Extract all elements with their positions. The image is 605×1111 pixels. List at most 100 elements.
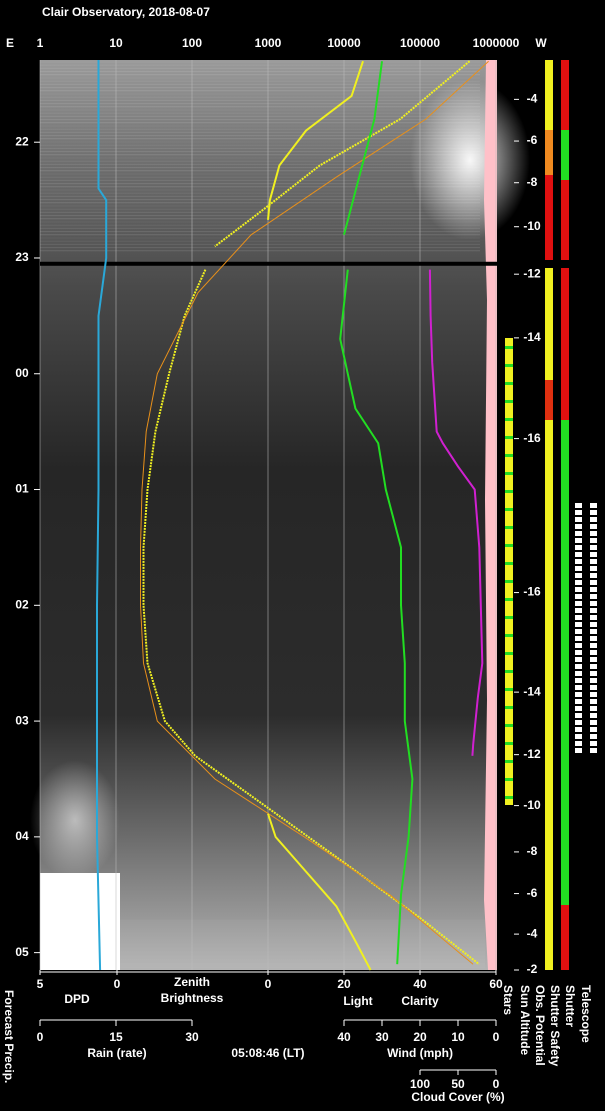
telescope-dash [590,601,597,606]
telescope-dash [590,643,597,648]
telescope-dash [590,524,597,529]
telescope-dash [590,510,597,515]
x-tick-label: 60 [489,977,503,991]
shutter-dash [575,706,582,711]
x-tick-label: 50 [451,1077,465,1091]
telescope-dash [590,538,597,543]
telescope-dash [590,573,597,578]
stars-gap [505,508,513,511]
sun-altitude-label: -14 [523,330,541,344]
stars-gap [505,688,513,691]
stars-gap [505,562,513,565]
x-tick-label: 100 [182,36,202,50]
status-label: Stars [501,985,515,1015]
shutter-dash [575,531,582,536]
stars-gap [505,778,513,781]
x-tick-label: 0 [493,1077,500,1091]
telescope-dash [590,566,597,571]
data-break [40,261,497,266]
sun-altitude-label: -12 [523,747,541,761]
y-tick-label: 02 [15,597,29,611]
x-tick-label: 100 [410,1077,430,1091]
series-label: Cloud Cover (%) [411,1090,504,1104]
shutter-dash [575,629,582,634]
sun-altitude-label: -8 [527,844,538,858]
telescope-dash [590,664,597,669]
shutter-dash [575,566,582,571]
stars-gap [505,598,513,601]
west-label: W [535,36,547,50]
shutter-dash [575,671,582,676]
telescope-dash [590,727,597,732]
status-label: Sun Altitude [518,985,532,1056]
obs-potential [545,268,553,380]
sun-altitude-label: -10 [523,219,541,233]
telescope-dash [590,552,597,557]
telescope-dash [590,748,597,753]
telescope-dash [590,699,597,704]
shutter-dash [575,510,582,515]
series-line [96,60,108,971]
stars-gap [505,706,513,709]
east-label: E [6,36,14,50]
horizon-strip [484,60,497,970]
x-tick-label: 10 [451,1030,465,1044]
shutter-dash [575,720,582,725]
shutter-dash [575,685,582,690]
y-tick-label: 22 [15,134,29,148]
forecast-label: Forecast Precip. [2,990,16,1083]
stars-gap [505,418,513,421]
telescope-dash [590,517,597,522]
stars-gap [505,400,513,403]
shutter-dash [575,678,582,683]
shutter-dash [575,552,582,557]
x-tick-label: 1000000 [473,36,520,50]
shutter-dash [575,727,582,732]
telescope-dash [590,741,597,746]
x-tick-label: 30 [375,1030,389,1044]
data-break [500,261,605,266]
local-time: 05:08:46 (LT) [231,1046,304,1060]
x-tick-label: 40 [337,1030,351,1044]
status-label: Shutter Safety [548,985,562,1067]
shutter-dash [575,643,582,648]
x-tick-label: 100000 [400,36,440,50]
telescope-dash [590,622,597,627]
shutter-safety [561,180,569,260]
telescope-dash [590,734,597,739]
x-tick-label: 20 [337,977,351,991]
y-tick-label: 00 [15,366,29,380]
shutter-dash [575,657,582,662]
axis-label: Rain (rate) [87,1046,146,1060]
sky-overexposed [40,873,120,970]
shutter-dash [575,580,582,585]
x-tick-label: 15 [109,1030,123,1044]
sun-altitude-label: -16 [523,585,541,599]
telescope-dash [590,671,597,676]
x-tick-label: 0 [265,977,272,991]
y-tick-label: 01 [15,482,29,496]
x-tick-label: 0 [493,1030,500,1044]
shutter-dash [575,559,582,564]
telescope-dash [590,685,597,690]
telescope-dash [590,650,597,655]
sun-altitude-label: -6 [527,133,538,147]
shutter-dash [575,538,582,543]
stars-gap [505,652,513,655]
sun-altitude-label: -12 [523,266,541,280]
series-line [140,60,489,965]
obs-potential [545,60,553,130]
stars-gap [505,616,513,619]
shutter-dash [575,713,582,718]
stars-column [505,338,513,805]
telescope-dash [590,580,597,585]
telescope-dash [590,608,597,613]
shutter-dash [575,517,582,522]
sun-altitude-label: -2 [527,962,538,976]
series-label: Zenith Brightness [161,975,224,1005]
telescope-dash [590,636,597,641]
series-line [339,61,414,965]
y-tick-label: 04 [15,829,29,843]
stars-gap [505,364,513,367]
